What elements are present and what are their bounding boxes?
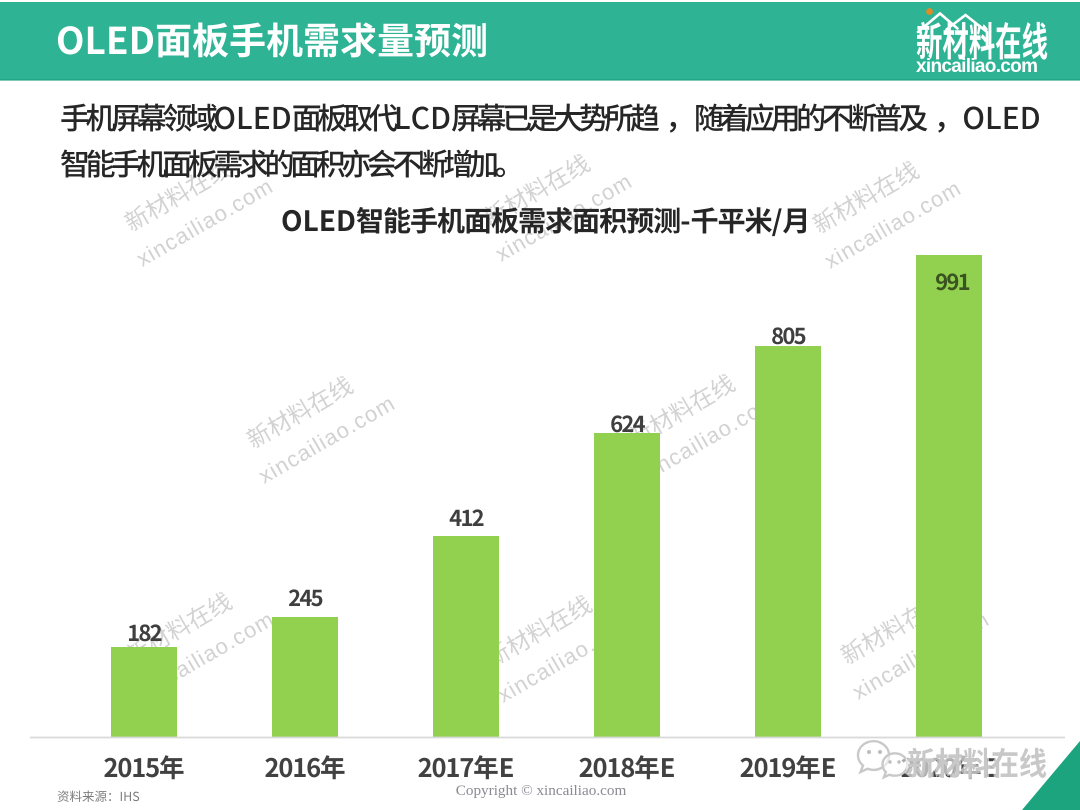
svg-text:Copyright © xincailiao.com: Copyright © xincailiao.com	[456, 782, 627, 799]
svg-text:xincailiao.com: xincailiao.com	[916, 56, 1038, 77]
